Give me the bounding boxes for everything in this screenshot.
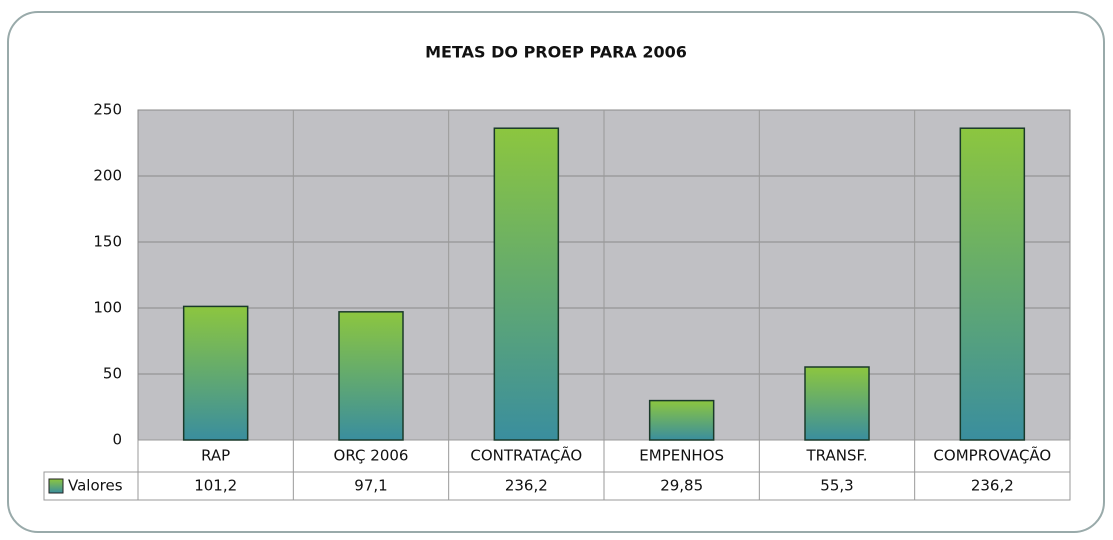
bar: [493, 127, 560, 441]
legend-swatch: [48, 478, 64, 494]
value-label: 236,2: [971, 477, 1014, 495]
bar: [959, 127, 1026, 441]
bar: [648, 399, 715, 441]
chart-title: METAS DO PROEP PARA 2006: [425, 43, 687, 62]
y-tick-label: 200: [93, 167, 122, 185]
x-tick-label: TRANSF.: [806, 447, 868, 465]
x-tick-label: ORÇ 2006: [334, 447, 409, 465]
x-tick-label: RAP: [201, 447, 230, 465]
value-label: 97,1: [354, 477, 387, 495]
value-label: 29,85: [660, 477, 703, 495]
table-frame: [137, 439, 1071, 501]
y-tick-label: 50: [103, 365, 122, 383]
y-tick-label: 100: [93, 299, 122, 317]
bar: [338, 311, 404, 441]
x-tick-label: COMPROVAÇÃO: [933, 446, 1051, 465]
value-label: 101,2: [194, 477, 237, 495]
x-tick-label: EMPENHOS: [639, 447, 724, 465]
y-tick-label: 0: [112, 431, 122, 449]
value-label: 55,3: [820, 477, 853, 495]
value-label: 236,2: [505, 477, 548, 495]
y-tick-label: 250: [93, 101, 122, 119]
y-tick-label: 150: [93, 233, 122, 251]
legend-label: Valores: [68, 477, 123, 495]
x-tick-label: CONTRATAÇÃO: [470, 446, 582, 465]
bar: [182, 305, 249, 441]
bar: [804, 366, 870, 441]
